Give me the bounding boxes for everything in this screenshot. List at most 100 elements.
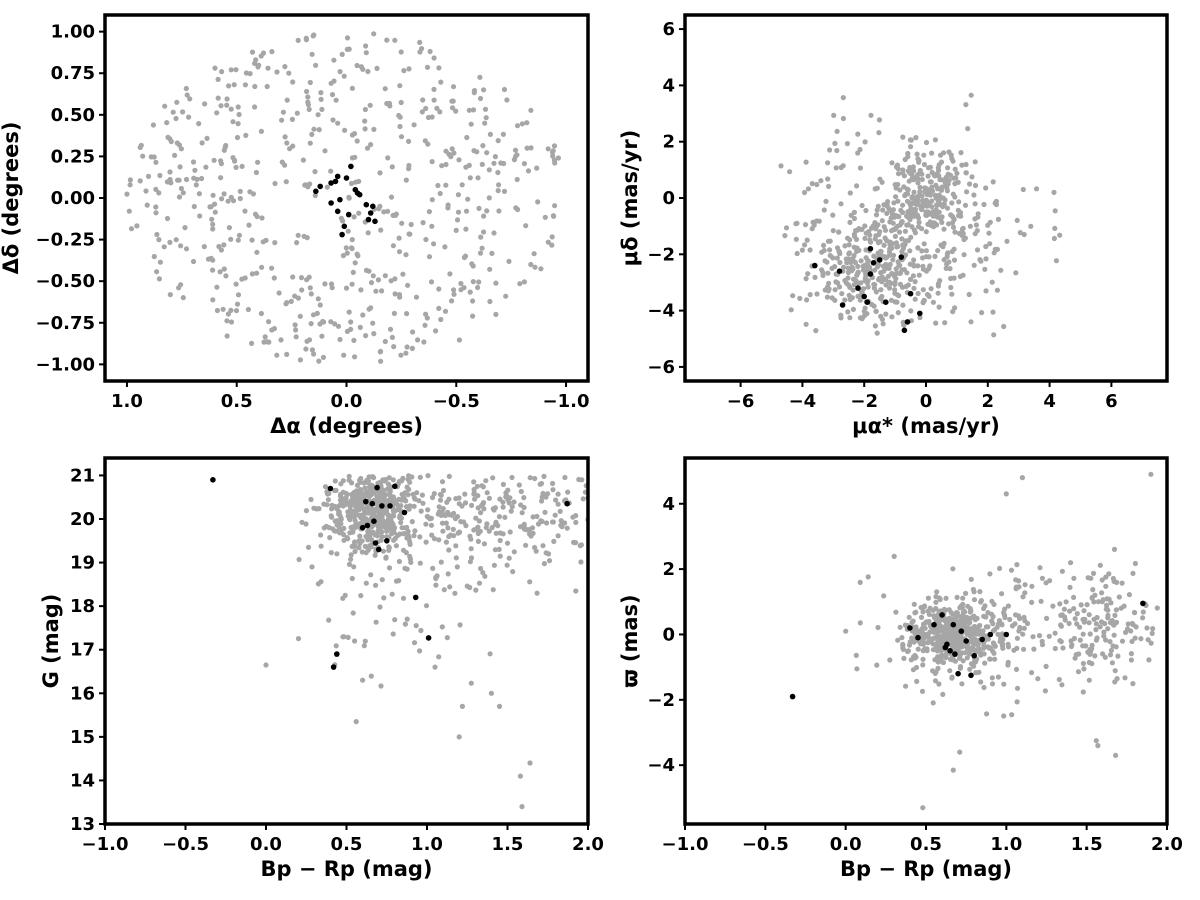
field-point <box>433 328 439 334</box>
field-point <box>219 69 225 75</box>
x-axis-label: Bp − Rp (mag) <box>260 857 432 881</box>
field-point <box>915 263 921 269</box>
field-point <box>865 278 871 284</box>
field-point <box>504 540 511 546</box>
field-point <box>242 275 248 281</box>
field-point <box>478 565 484 572</box>
field-point <box>831 112 837 118</box>
field-point <box>1052 225 1058 231</box>
field-point <box>543 494 549 500</box>
field-point <box>805 186 812 192</box>
field-point <box>157 172 163 179</box>
field-point <box>920 609 926 615</box>
field-point <box>431 86 437 92</box>
field-point <box>931 172 938 178</box>
field-point <box>382 273 388 279</box>
field-point <box>462 500 469 506</box>
field-point <box>418 508 424 514</box>
field-point <box>957 749 963 755</box>
field-point <box>920 805 926 811</box>
field-point <box>551 213 557 219</box>
member-point <box>339 231 345 238</box>
field-point <box>920 638 926 644</box>
field-point <box>537 481 543 487</box>
field-point <box>226 83 232 89</box>
field-point <box>912 279 918 285</box>
field-point <box>1093 621 1099 627</box>
field-point <box>907 217 913 223</box>
field-point <box>941 240 947 246</box>
field-point <box>443 520 449 526</box>
field-point <box>1089 595 1095 601</box>
field-point <box>407 503 413 509</box>
member-point <box>907 290 914 297</box>
field-point <box>255 64 261 70</box>
field-point <box>165 134 171 140</box>
field-point <box>519 121 525 127</box>
field-point <box>362 126 368 132</box>
member-point <box>317 183 324 190</box>
field-point <box>847 315 853 321</box>
member-point <box>359 524 366 531</box>
field-point <box>929 150 935 156</box>
x-tick-label: 0.5 <box>221 391 253 412</box>
field-point <box>782 233 788 239</box>
field-point <box>534 513 540 520</box>
field-point <box>1030 634 1036 640</box>
field-point <box>830 212 836 218</box>
field-point <box>855 263 861 269</box>
field-point <box>219 196 225 202</box>
field-point <box>497 530 503 536</box>
member-point <box>939 612 945 618</box>
field-point <box>933 626 939 633</box>
field-point <box>933 669 939 675</box>
field-point <box>403 550 409 556</box>
member-point <box>917 310 923 317</box>
field-point <box>259 264 265 270</box>
x-axis-label: μα* (mas/yr) <box>852 414 1000 438</box>
field-point <box>857 315 864 321</box>
field-point <box>496 182 502 188</box>
field-point <box>1013 270 1019 276</box>
field-point <box>937 177 943 183</box>
field-point <box>387 498 393 504</box>
field-point <box>204 135 210 141</box>
field-point <box>802 222 809 228</box>
field-point <box>235 104 241 110</box>
x-tick-label: −6 <box>727 391 755 412</box>
field-point <box>500 499 506 505</box>
field-point <box>439 624 445 630</box>
field-point <box>838 164 844 171</box>
field-point <box>137 178 143 184</box>
field-point <box>927 179 933 185</box>
field-point <box>900 202 906 208</box>
field-point <box>151 253 157 260</box>
field-point <box>934 210 940 216</box>
field-point <box>952 229 958 235</box>
field-point <box>397 114 403 120</box>
field-point <box>965 126 971 132</box>
field-point <box>949 291 955 297</box>
field-point <box>854 245 860 251</box>
field-point <box>487 266 493 272</box>
field-point <box>1037 565 1043 571</box>
field-point <box>487 131 493 137</box>
y-tick-label: 0 <box>662 188 675 209</box>
field-point <box>386 565 393 571</box>
field-point <box>490 475 496 481</box>
field-point <box>1128 628 1134 634</box>
field-point <box>941 257 947 263</box>
field-point <box>907 276 914 282</box>
field-point <box>919 176 925 183</box>
field-point <box>925 165 932 171</box>
field-point <box>941 636 947 643</box>
field-point <box>912 655 918 661</box>
field-point <box>542 214 548 220</box>
field-point <box>360 677 366 683</box>
field-point <box>201 244 207 250</box>
field-point <box>349 575 355 582</box>
field-point <box>1107 639 1113 645</box>
x-tick-label: −1.0 <box>82 834 129 855</box>
field-point <box>1108 647 1114 654</box>
field-point <box>363 516 369 522</box>
